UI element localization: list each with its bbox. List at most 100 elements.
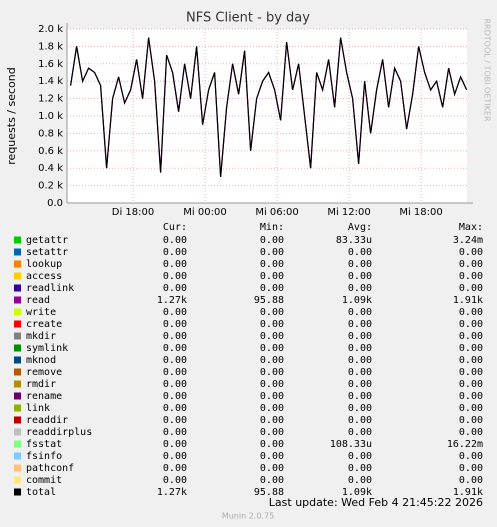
- footer: Munin 2.0.75: [222, 512, 274, 521]
- legend-avg: 0.00: [348, 475, 372, 486]
- legend-avg: 0.00: [348, 355, 372, 366]
- legend-max: 0.00: [459, 475, 483, 486]
- legend-min: 0.00: [260, 259, 284, 270]
- legend-name: lookup: [26, 259, 62, 270]
- legend-max: 0.00: [459, 259, 483, 270]
- legend-name: write: [26, 307, 56, 318]
- legend-cur: 0.00: [163, 451, 187, 462]
- legend-avg: 1.09k: [342, 295, 372, 306]
- legend-avg: 0.00: [348, 307, 372, 318]
- legend-min: 0.00: [260, 475, 284, 486]
- legend-cur: 0.00: [163, 439, 187, 450]
- legend-name: mknod: [26, 355, 56, 366]
- legend-cur: 0.00: [163, 403, 187, 414]
- legend-name: setattr: [26, 247, 68, 258]
- legend-max: 0.00: [459, 343, 483, 354]
- legend-min: 95.88: [254, 487, 284, 498]
- legend-max: 1.91k: [453, 487, 483, 498]
- legend-max: 0.00: [459, 463, 483, 474]
- legend-swatch: [14, 272, 21, 280]
- legend-min: 0.00: [260, 415, 284, 426]
- legend-avg: 1.09k: [342, 487, 372, 498]
- legend-swatch: [14, 392, 21, 400]
- y-tick-label: 2.0 k: [38, 24, 63, 35]
- legend-avg: 0.00: [348, 343, 372, 354]
- legend-max: 0.00: [459, 391, 483, 402]
- legend-name: readlink: [26, 283, 74, 294]
- legend-avg: 83.33u: [336, 235, 372, 246]
- legend-min: 0.00: [260, 355, 284, 366]
- legend-max: 16.22m: [447, 439, 483, 450]
- legend-max: 0.00: [459, 379, 483, 390]
- legend-swatch: [14, 464, 21, 472]
- legend-name: mkdir: [26, 331, 56, 342]
- legend-name: remove: [26, 367, 62, 378]
- legend-swatch: [14, 428, 21, 436]
- legend-max: 0.00: [459, 307, 483, 318]
- legend-min: 0.00: [260, 343, 284, 354]
- y-tick-label: 0.8 k: [38, 128, 63, 139]
- legend-max: 0.00: [459, 451, 483, 462]
- legend-name: total: [26, 487, 56, 498]
- legend-avg: 0.00: [348, 391, 372, 402]
- legend-cur: 0.00: [163, 355, 187, 366]
- legend-name: access: [26, 271, 62, 282]
- legend-header: Cur:: [163, 222, 187, 233]
- x-tick-label: Mi 12:00: [327, 207, 370, 218]
- legend-avg: 108.33u: [330, 439, 372, 450]
- legend-cur: 1.27k: [157, 487, 187, 498]
- legend-cur: 0.00: [163, 463, 187, 474]
- legend-cur: 0.00: [163, 331, 187, 342]
- legend-name: create: [26, 319, 62, 330]
- legend-cur: 0.00: [163, 259, 187, 270]
- legend-min: 0.00: [260, 391, 284, 402]
- y-tick-label: 0.4 k: [38, 163, 63, 174]
- legend-min: 0.00: [260, 319, 284, 330]
- legend-max: 0.00: [459, 331, 483, 342]
- y-tick-label: 1.0 k: [38, 111, 63, 122]
- legend-min: 0.00: [260, 235, 284, 246]
- legend-avg: 0.00: [348, 379, 372, 390]
- legend-cur: 0.00: [163, 475, 187, 486]
- legend-max: 0.00: [459, 415, 483, 426]
- legend-swatch: [14, 308, 21, 316]
- legend-min: 0.00: [260, 403, 284, 414]
- legend-avg: 0.00: [348, 283, 372, 294]
- legend-cur: 0.00: [163, 343, 187, 354]
- legend-cur: 0.00: [163, 271, 187, 282]
- legend-avg: 0.00: [348, 331, 372, 342]
- legend-swatch: [14, 488, 21, 496]
- legend-swatch: [14, 236, 21, 244]
- legend-max: 0.00: [459, 283, 483, 294]
- y-axis-label: requests / second: [5, 67, 18, 164]
- legend-cur: 0.00: [163, 427, 187, 438]
- legend-swatch: [14, 416, 21, 424]
- legend-swatch: [14, 332, 21, 340]
- legend-min: 0.00: [260, 439, 284, 450]
- legend-header: Max:: [459, 222, 483, 233]
- y-tick-label: 1.8 k: [38, 41, 63, 52]
- y-tick-label: 1.2 k: [38, 94, 63, 105]
- legend-avg: 0.00: [348, 319, 372, 330]
- legend-min: 0.00: [260, 331, 284, 342]
- legend-max: 0.00: [459, 271, 483, 282]
- legend-swatch: [14, 344, 21, 352]
- series-line: [70, 37, 468, 177]
- legend-name: symlink: [26, 343, 68, 354]
- legend-cur: 0.00: [163, 391, 187, 402]
- legend-name: commit: [26, 475, 62, 486]
- legend-swatch: [14, 368, 21, 376]
- legend-cur: 0.00: [163, 379, 187, 390]
- legend-min: 0.00: [260, 463, 284, 474]
- legend-cur: 0.00: [163, 283, 187, 294]
- legend-cur: 1.27k: [157, 295, 187, 306]
- legend-max: 0.00: [459, 403, 483, 414]
- legend-name: fsinfo: [26, 451, 62, 462]
- legend-avg: 0.00: [348, 427, 372, 438]
- legend-max: 0.00: [459, 355, 483, 366]
- legend-max: 1.91k: [453, 295, 483, 306]
- y-tick-label: 0.6 k: [38, 146, 63, 157]
- y-tick-label: 0.2 k: [38, 181, 63, 192]
- legend-swatch: [14, 248, 21, 256]
- legend-cur: 0.00: [163, 235, 187, 246]
